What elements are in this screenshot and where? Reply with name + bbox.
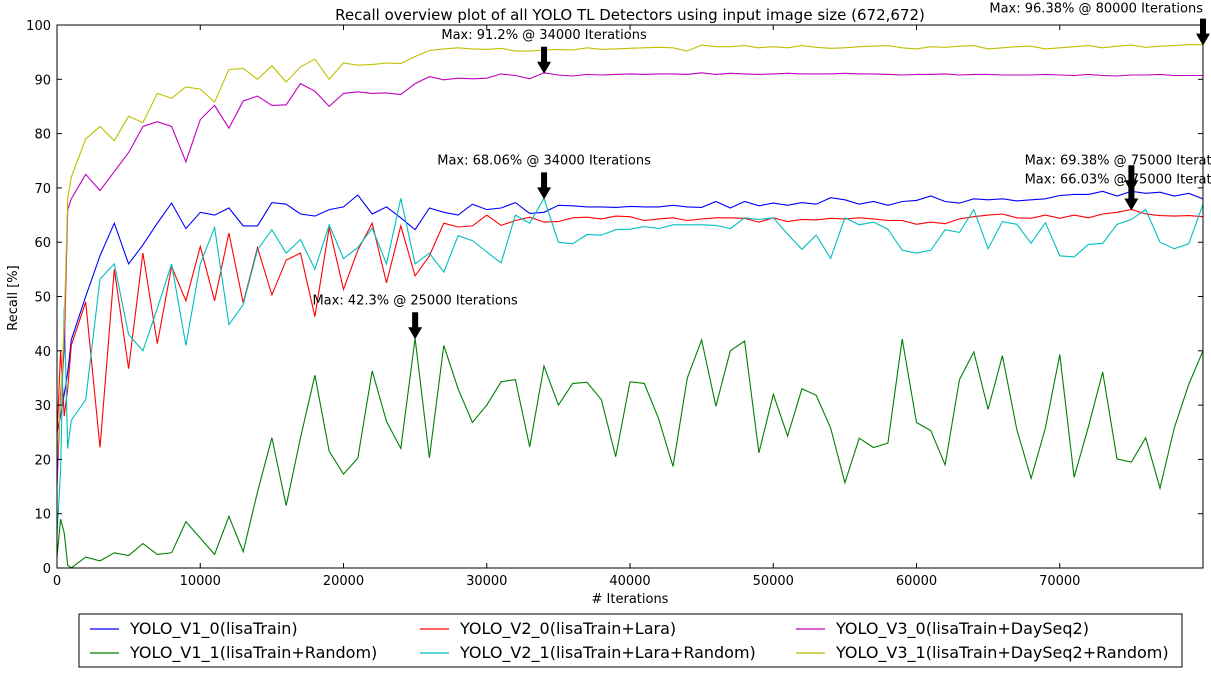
annotation-arrow xyxy=(1124,165,1139,193)
y-tick-label: 100 xyxy=(26,19,51,34)
annotation-label: Max: 42.3% @ 25000 Iterations xyxy=(312,293,518,308)
annotation-label: Max: 91.2% @ 34000 Iterations xyxy=(441,28,647,43)
y-tick-label: 30 xyxy=(34,399,51,414)
legend-item-1: YOLO_V1_0(lisaTrain) xyxy=(90,619,298,639)
legend-label: YOLO_V3_1(lisaTrain+DaySeq2+Random) xyxy=(835,643,1169,663)
y-tick-label: 20 xyxy=(34,453,51,468)
annotation-arrow xyxy=(1196,18,1210,46)
annotation-arrow xyxy=(537,46,552,74)
max-annotation-1: Max: 42.3% @ 25000 Iterations xyxy=(312,293,518,340)
x-tick-label: 30000 xyxy=(466,574,507,589)
legend: YOLO_V1_0(lisaTrain) YOLO_V1_1(lisaTrain+… xyxy=(78,613,1183,668)
legend-label: YOLO_V2_0(lisaTrain+Lara) xyxy=(459,619,676,639)
annotation-arrow xyxy=(537,172,552,200)
plot-area: 0 10000 20000 30000 40000 50000 60000 70000 0 10 2… xyxy=(26,2,1211,589)
legend-item-4: YOLO_V2_1(lisaTrain+Lara+Random) xyxy=(420,643,756,663)
legend-label: YOLO_V1_0(lisaTrain) xyxy=(129,619,298,639)
legend-item-3: YOLO_V2_0(lisaTrain+Lara) xyxy=(420,619,676,639)
legend-item-5: YOLO_V3_0(lisaTrain+DaySeq2) xyxy=(796,619,1089,639)
annotation-label: Max: 68.06% @ 34000 Iterations xyxy=(437,153,651,168)
x-tick-label: 60000 xyxy=(896,574,937,589)
max-annotation-4: Max: 69.38% @ 75000 Iterations xyxy=(1025,153,1211,193)
x-tick-label: 50000 xyxy=(753,574,794,589)
annotation-label: Max: 69.38% @ 75000 Iterations xyxy=(1025,153,1211,168)
series-line-3 xyxy=(57,208,1203,448)
y-axis-label: Recall [%] xyxy=(6,265,21,330)
y-tick-label: 80 xyxy=(34,128,51,143)
x-tick-label: 10000 xyxy=(180,574,221,589)
y-tick-label: 0 xyxy=(43,562,51,577)
series-line-6 xyxy=(57,44,1203,460)
legend-item-2: YOLO_V1_1(lisaTrain+Random) xyxy=(90,643,377,663)
series-lines xyxy=(57,44,1203,568)
y-tick-label: 10 xyxy=(34,508,51,523)
series-line-2 xyxy=(57,337,1203,568)
max-annotation-2: Max: 68.06% @ 34000 Iterations xyxy=(437,153,651,200)
max-annotation-5: Max: 66.03% @ 75000 Iterations xyxy=(1025,172,1211,211)
annotation-arrow xyxy=(408,312,423,340)
series-line-5 xyxy=(57,72,1203,487)
y-tick-label: 50 xyxy=(34,291,51,306)
x-tick-label: 40000 xyxy=(609,574,650,589)
legend-label: YOLO_V3_0(lisaTrain+DaySeq2) xyxy=(835,619,1089,639)
max-annotation-3: Max: 91.2% @ 34000 Iterations xyxy=(441,28,647,74)
x-tick-label: 70000 xyxy=(1039,574,1080,589)
y-tick-label: 70 xyxy=(34,182,51,197)
max-annotation-6: Max: 96.38% @ 80000 Iterations xyxy=(989,2,1210,46)
y-tick-label: 90 xyxy=(34,73,51,88)
chart-title: Recall overview plot of all YOLO TL Dete… xyxy=(335,6,925,24)
legend-item-6: YOLO_V3_1(lisaTrain+DaySeq2+Random) xyxy=(796,643,1169,663)
x-tick-label: 0 xyxy=(53,574,61,589)
y-tick-label: 60 xyxy=(34,236,51,251)
x-tick-label: 20000 xyxy=(323,574,364,589)
legend-label: YOLO_V2_1(lisaTrain+Lara+Random) xyxy=(459,643,756,663)
legend-box xyxy=(78,613,1183,668)
annotation-label: Max: 96.38% @ 80000 Iterations xyxy=(989,2,1203,17)
series-line-1 xyxy=(57,190,1203,433)
series-line-4 xyxy=(57,197,1203,536)
legend-label: YOLO_V1_1(lisaTrain+Random) xyxy=(129,643,377,663)
annotation-arrow xyxy=(1124,183,1139,211)
x-axis-label: # Iterations xyxy=(592,592,669,607)
y-tick-label: 40 xyxy=(34,345,51,360)
plot-frame xyxy=(56,24,1204,569)
annotation-label: Max: 66.03% @ 75000 Iterations xyxy=(1025,172,1211,187)
